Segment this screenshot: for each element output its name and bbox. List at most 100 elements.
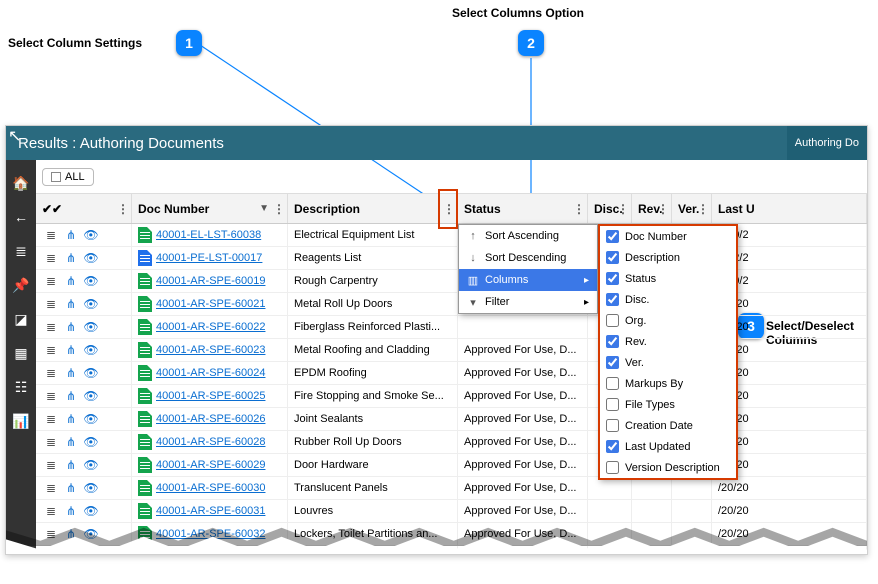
doc-link[interactable]: 40001-AR-SPE-60028 <box>156 436 265 448</box>
col-checkbox[interactable] <box>606 335 619 348</box>
col-checkbox[interactable] <box>606 440 619 453</box>
inbox-icon[interactable]: ◪ <box>6 302 36 336</box>
doc-link[interactable]: 40001-EL-LST-60038 <box>156 229 261 241</box>
col-last-updated[interactable]: Last U <box>712 194 867 223</box>
view-icon[interactable]: 👁 <box>84 481 98 495</box>
share-icon[interactable]: ⋔ <box>64 389 78 403</box>
home-icon[interactable]: 🏠 <box>6 166 36 200</box>
table-row[interactable]: ≣⋔👁40001-AR-SPE-60029Door HardwareApprov… <box>36 454 867 477</box>
col-checkbox[interactable] <box>606 230 619 243</box>
col-toggle[interactable]: Description <box>600 247 736 268</box>
list-icon[interactable]: ≣ <box>44 228 58 242</box>
col-checkbox[interactable] <box>606 419 619 432</box>
table-row[interactable]: ≣⋔👁40001-AR-SPE-60028Rubber Roll Up Door… <box>36 431 867 454</box>
share-icon[interactable]: ⋔ <box>64 412 78 426</box>
list-icon[interactable]: ≣ <box>44 343 58 357</box>
table-row[interactable]: ≣⋔👁40001-PE-LST-00017Reagents ListPE012/… <box>36 247 867 270</box>
share-icon[interactable]: ⋔ <box>64 458 78 472</box>
view-icon[interactable]: 👁 <box>84 297 98 311</box>
share-icon[interactable]: ⋔ <box>64 274 78 288</box>
view-icon[interactable]: 👁 <box>84 274 98 288</box>
view-icon[interactable]: 👁 <box>84 504 98 518</box>
list-icon[interactable]: ≣ <box>44 320 58 334</box>
doc-link[interactable]: 40001-AR-SPE-60023 <box>156 344 265 356</box>
col-toggle[interactable]: Last Updated <box>600 436 736 457</box>
doc-link[interactable]: 40001-AR-SPE-60022 <box>156 321 265 333</box>
col-checkbox[interactable] <box>606 272 619 285</box>
doc-link[interactable]: 40001-AR-SPE-60024 <box>156 367 265 379</box>
share-icon[interactable]: ⋔ <box>64 504 78 518</box>
share-icon[interactable]: ⋔ <box>64 343 78 357</box>
col-checkbox[interactable] <box>606 293 619 306</box>
col-doc-number[interactable]: Doc Number▼⋮ <box>132 194 288 223</box>
menu-filter[interactable]: ▾Filter▸ <box>459 291 597 313</box>
list-icon[interactable]: ≣ <box>44 412 58 426</box>
col-checkbox[interactable] <box>606 314 619 327</box>
doc-link[interactable]: 40001-AR-SPE-60019 <box>156 275 265 287</box>
list-icon[interactable]: ≣ <box>44 297 58 311</box>
table-row[interactable]: ≣⋔👁40001-AR-SPE-60031LouvresApproved For… <box>36 500 867 523</box>
grid-icon[interactable]: ▦ <box>6 336 36 370</box>
doc-link[interactable]: 40001-AR-SPE-60026 <box>156 413 265 425</box>
menu-columns[interactable]: ▥Columns▸ <box>459 269 597 291</box>
col-checkbox[interactable] <box>606 356 619 369</box>
list-icon[interactable]: ≣ <box>44 389 58 403</box>
view-icon[interactable]: 👁 <box>84 228 98 242</box>
view-icon[interactable]: 👁 <box>84 320 98 334</box>
col-rev[interactable]: Rev.⋮ <box>632 194 672 223</box>
view-icon[interactable]: 👁 <box>84 458 98 472</box>
view-icon[interactable]: 👁 <box>84 251 98 265</box>
table-row[interactable]: ≣⋔👁40001-AR-SPE-60030Translucent PanelsA… <box>36 477 867 500</box>
col-checks[interactable]: ✔✔⋮ <box>36 194 132 223</box>
doc-link[interactable]: 40001-AR-SPE-60030 <box>156 482 265 494</box>
col-checkbox[interactable] <box>606 377 619 390</box>
view-icon[interactable]: 👁 <box>84 366 98 380</box>
list-icon[interactable]: ≣ <box>44 481 58 495</box>
list-icon[interactable]: ≣ <box>44 251 58 265</box>
all-chip[interactable]: ALL <box>42 168 94 186</box>
col-toggle[interactable]: Org. <box>600 310 736 331</box>
col-toggle[interactable]: Ver. <box>600 352 736 373</box>
doc-link[interactable]: 40001-AR-SPE-60021 <box>156 298 265 310</box>
back-icon[interactable]: ← <box>6 200 36 234</box>
doc-link[interactable]: 40001-AR-SPE-60025 <box>156 390 265 402</box>
list-icon[interactable]: ≣ <box>44 274 58 288</box>
table-row[interactable]: ≣⋔👁40001-AR-SPE-60026Joint SealantsAppro… <box>36 408 867 431</box>
table-row[interactable]: ≣⋔👁40001-AR-SPE-60024EPDM RoofingApprove… <box>36 362 867 385</box>
share-icon[interactable]: ⋔ <box>64 228 78 242</box>
authoring-docs-button[interactable]: Authoring Do <box>787 126 867 160</box>
list-icon[interactable]: ≣ <box>44 435 58 449</box>
col-toggle[interactable]: Rev. <box>600 331 736 352</box>
view-icon[interactable]: 👁 <box>84 389 98 403</box>
col-toggle[interactable]: Markups By <box>600 373 736 394</box>
list-icon[interactable]: ≣ <box>44 366 58 380</box>
col-checkbox[interactable] <box>606 461 619 474</box>
table-row[interactable]: ≣⋔👁40001-AR-SPE-60025Fire Stopping and S… <box>36 385 867 408</box>
share-icon[interactable]: ⋔ <box>64 366 78 380</box>
view-icon[interactable]: 👁 <box>84 435 98 449</box>
pin-icon[interactable]: 📌 <box>6 268 36 302</box>
col-toggle[interactable]: Creation Date <box>600 415 736 436</box>
doc-link[interactable]: 40001-AR-SPE-60031 <box>156 505 265 517</box>
doc-link[interactable]: 40001-AR-SPE-60029 <box>156 459 265 471</box>
col-description[interactable]: Description⋮ <box>288 194 458 223</box>
share-icon[interactable]: ⋔ <box>64 320 78 334</box>
chart-icon[interactable]: 📊 <box>6 404 36 438</box>
col-disc[interactable]: Disc.⋮ <box>588 194 632 223</box>
view-icon[interactable]: 👁 <box>84 412 98 426</box>
table-row[interactable]: ≣⋔👁40001-AR-SPE-60023Metal Roofing and C… <box>36 339 867 362</box>
col-toggle[interactable]: Doc Number <box>600 226 736 247</box>
col-checkbox[interactable] <box>606 398 619 411</box>
view-icon[interactable]: 👁 <box>84 343 98 357</box>
doc-link[interactable]: 40001-PE-LST-00017 <box>156 252 262 264</box>
col-ver[interactable]: Ver.⋮ <box>672 194 712 223</box>
tasks-icon[interactable]: ☷ <box>6 370 36 404</box>
col-toggle[interactable]: Disc. <box>600 289 736 310</box>
table-row[interactable]: ≣⋔👁40001-AR-SPE-60022Fiberglass Reinforc… <box>36 316 867 339</box>
list-icon[interactable]: ≣ <box>44 458 58 472</box>
share-icon[interactable]: ⋔ <box>64 297 78 311</box>
col-toggle[interactable]: Version Description <box>600 457 736 478</box>
col-status[interactable]: Status⋮ <box>458 194 588 223</box>
menu-sort-desc[interactable]: ↓Sort Descending <box>459 247 597 269</box>
share-icon[interactable]: ⋔ <box>64 481 78 495</box>
